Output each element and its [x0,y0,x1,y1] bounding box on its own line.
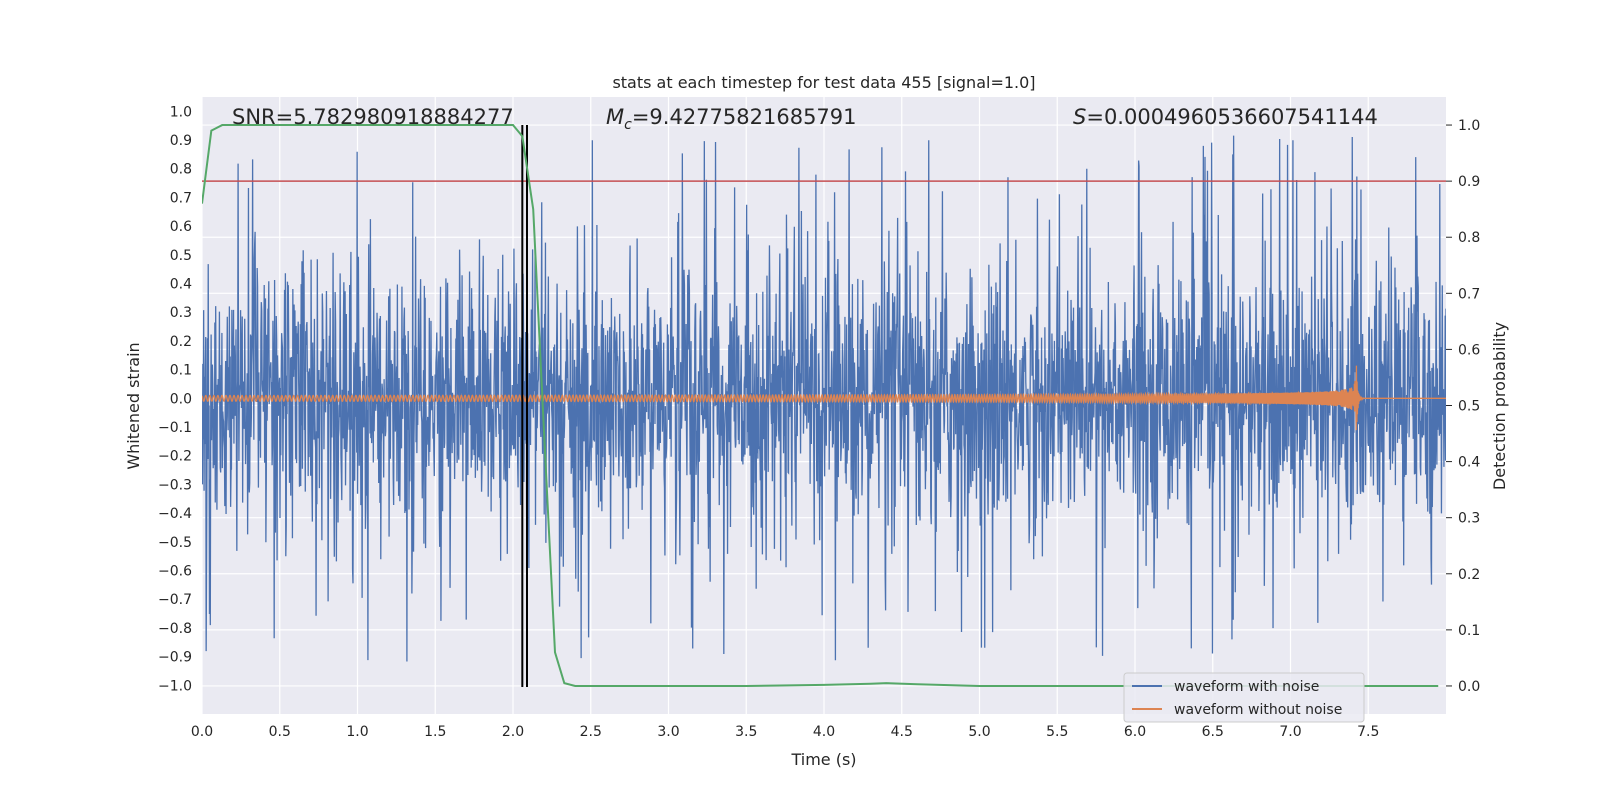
y-tick-label: −0.1 [158,420,192,436]
y2-axis-label: Detection probability [1490,322,1509,490]
x-axis-ticks: 0.0 0.5 1.0 1.5 2.0 2.5 3.0 3.5 4.0 4.5 5.0 5.5 6.0 6… [191,724,1380,740]
x-tick-label: 6.5 [1202,724,1224,740]
y2-tick-label: 1.0 [1458,118,1480,134]
y-tick-label: −0.8 [158,621,192,637]
y-tick-label: −0.6 [158,564,192,580]
y2-tick-label: 0.0 [1458,679,1480,695]
y-tick-label: 0.0 [170,391,192,407]
x-tick-label: 0.5 [269,724,291,740]
y2-tick-label: 0.4 [1458,455,1480,471]
time-marker-lines [521,125,528,687]
x-tick-label: 7.0 [1279,724,1301,740]
y2-tick-label: 0.6 [1458,342,1480,358]
x-tick-label: 6.0 [1124,724,1146,740]
x-tick-label: 0.0 [191,724,213,740]
series-waveform-without-noise [202,365,1446,431]
noise-trace [202,135,1446,662]
y-tick-label: 0.1 [170,363,192,379]
chirp-trace [202,365,1446,431]
chirp-mass-annotation: Mc=9.42775821685791 [606,105,857,133]
y-tick-label: 0.6 [170,219,192,235]
y-tick-label: −0.2 [158,449,192,465]
y2-tick-label: 0.2 [1458,567,1480,583]
y2-tick-label: 0.5 [1458,399,1480,415]
y-tick-label: −0.7 [158,592,192,608]
x-tick-label: 1.0 [346,724,368,740]
snr-annotation: SNR=5.782980918884277 [232,105,514,129]
y2-tick-label: 0.7 [1458,286,1480,302]
x-tick-label: 3.5 [735,724,757,740]
y-tick-label: 1.0 [170,104,192,120]
y-tick-label: 0.9 [170,133,192,149]
y-tick-label: −0.9 [158,650,192,666]
y-tick-label: 0.3 [170,305,192,321]
legend-label-clean: waveform without noise [1174,702,1342,718]
y-tick-label: 0.4 [170,277,192,293]
x-tick-label: 2.0 [502,724,524,740]
y2-tick-label: 0.1 [1458,623,1480,639]
y-tick-label: −0.3 [158,477,192,493]
x-tick-label: 5.5 [1046,724,1068,740]
score-annotation: S=0.0004960536607541144 [1073,105,1378,129]
x-tick-label: 2.5 [580,724,602,740]
y-tick-label: −1.0 [158,678,192,694]
legend-label-noise: waveform with noise [1174,679,1319,695]
y-tick-label: 0.8 [170,162,192,178]
x-tick-label: 1.5 [424,724,446,740]
y-axis-ticks: 1.0 0.9 0.8 0.7 0.6 0.5 0.4 0.3 0.2 0.1 0.0 −0.1 −0.… [158,104,192,694]
y-tick-label: 0.7 [170,190,192,206]
x-tick-label: 3.0 [657,724,679,740]
x-tick-label: 7.5 [1357,724,1379,740]
x-tick-label: 5.0 [968,724,990,740]
y2-axis-ticks: 1.0 0.9 0.8 0.7 0.6 0.5 0.4 0.3 0.2 0.1 0.0 [1446,118,1480,695]
y-axis-label: Whitened strain [124,342,143,469]
x-tick-label: 4.5 [891,724,913,740]
y-tick-label: 0.2 [170,334,192,350]
y2-tick-label: 0.8 [1458,230,1480,246]
series-waveform-with-noise [202,135,1446,662]
y-tick-label: −0.5 [158,535,192,551]
series-detection-probability [202,124,1439,687]
chart-title: stats at each timestep for test data 455… [612,73,1035,92]
x-axis-label: Time (s) [790,750,856,769]
x-tick-label: 4.0 [813,724,835,740]
y2-tick-label: 0.3 [1458,511,1480,527]
y-tick-label: −0.4 [158,506,192,522]
y-tick-label: 0.5 [170,248,192,264]
y2-tick-label: 0.9 [1458,174,1480,190]
legend: waveform with noise waveform without noi… [1123,672,1365,723]
